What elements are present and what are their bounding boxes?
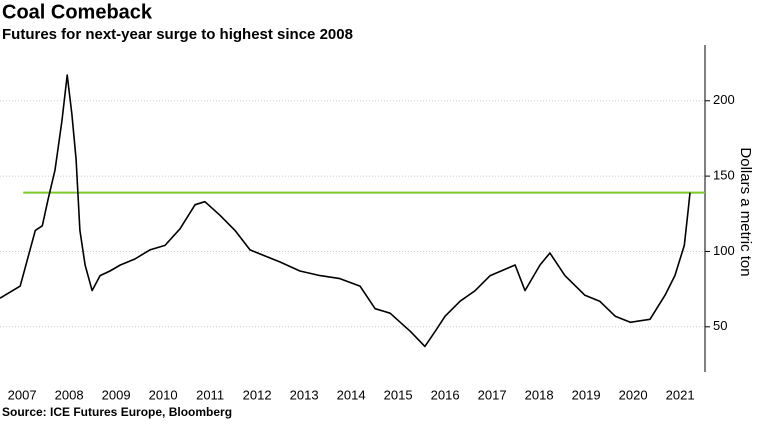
x-tick-label: 2021 bbox=[666, 387, 695, 402]
x-tick-label: 2019 bbox=[572, 387, 601, 402]
x-tick-label: 2014 bbox=[337, 387, 366, 402]
x-tick-label: 2020 bbox=[619, 387, 648, 402]
x-tick-label: 2015 bbox=[384, 387, 413, 402]
x-tick-label: 2009 bbox=[102, 387, 131, 402]
y-tick-label: 50 bbox=[713, 318, 727, 333]
x-tick-label: 2011 bbox=[196, 387, 224, 402]
x-tick-label: 2012 bbox=[243, 387, 272, 402]
y-axis-label: Dollars a metric ton bbox=[737, 147, 754, 276]
source: Source: ICE Futures Europe, Bloomberg bbox=[2, 405, 232, 419]
y-tick-label: 200 bbox=[713, 92, 735, 107]
x-tick-label: 2008 bbox=[55, 387, 84, 402]
y-tick-label: 100 bbox=[713, 243, 735, 258]
x-tick-label: 2018 bbox=[525, 387, 554, 402]
x-tick-label: 2010 bbox=[149, 387, 178, 402]
chart-subtitle: Futures for next-year surge to highest s… bbox=[2, 26, 353, 43]
y-tick-label: 150 bbox=[713, 168, 735, 183]
chart-title: Coal Comeback bbox=[2, 1, 153, 23]
x-tick-label: 2016 bbox=[431, 387, 460, 402]
line bbox=[0, 74, 691, 348]
x-tick-label: 2017 bbox=[478, 387, 507, 402]
x-tick-label: 2013 bbox=[290, 387, 319, 402]
x-tick-label: 2007 bbox=[8, 387, 37, 402]
